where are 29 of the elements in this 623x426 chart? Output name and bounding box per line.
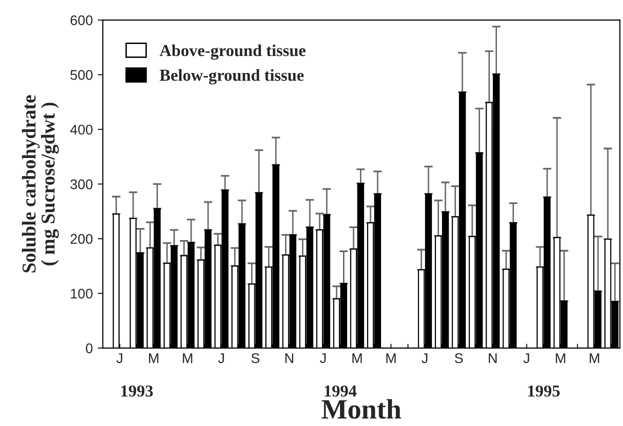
y-tick-label: 0 [86, 343, 93, 354]
y-tick-label: 400 [70, 124, 93, 135]
x-tick-label: J [422, 353, 428, 364]
text: 1995 [528, 385, 560, 397]
y-tick-label: 200 [70, 234, 93, 244]
x-tick-label: S [251, 353, 260, 364]
x-tick-label: N [488, 353, 497, 363]
y-tick-label: 500 [70, 70, 93, 80]
x-tick-label: M [556, 353, 566, 363]
x-tick-label: J [218, 353, 224, 364]
x-tick-label: M [182, 353, 192, 363]
legend-label: Below-ground tissue [160, 69, 304, 84]
x-tick-label: M [590, 353, 600, 363]
text: 1994 [324, 385, 357, 397]
y-axis-title: Soluble carbohydrate ( mg Sucrose/gdwt ) [22, 95, 59, 272]
x-tick-label: N [285, 353, 294, 363]
x-tick-label: J [320, 353, 326, 364]
x-tick-label: M [149, 353, 158, 363]
x-tick-label: S [454, 353, 463, 364]
y-tick-label: 600 [70, 15, 93, 26]
x-tick-label: J [523, 353, 530, 364]
legend-label: Above-ground tissue [160, 44, 306, 60]
x-tick-label: M [386, 353, 396, 363]
y-tick-label: 300 [70, 179, 93, 190]
x-axis-title: Month [322, 399, 402, 419]
y-tick-label: 100 [70, 288, 93, 299]
x-tick-label: M [352, 353, 362, 363]
x-tick-label: J [116, 353, 122, 364]
text: 1993 [121, 385, 153, 397]
